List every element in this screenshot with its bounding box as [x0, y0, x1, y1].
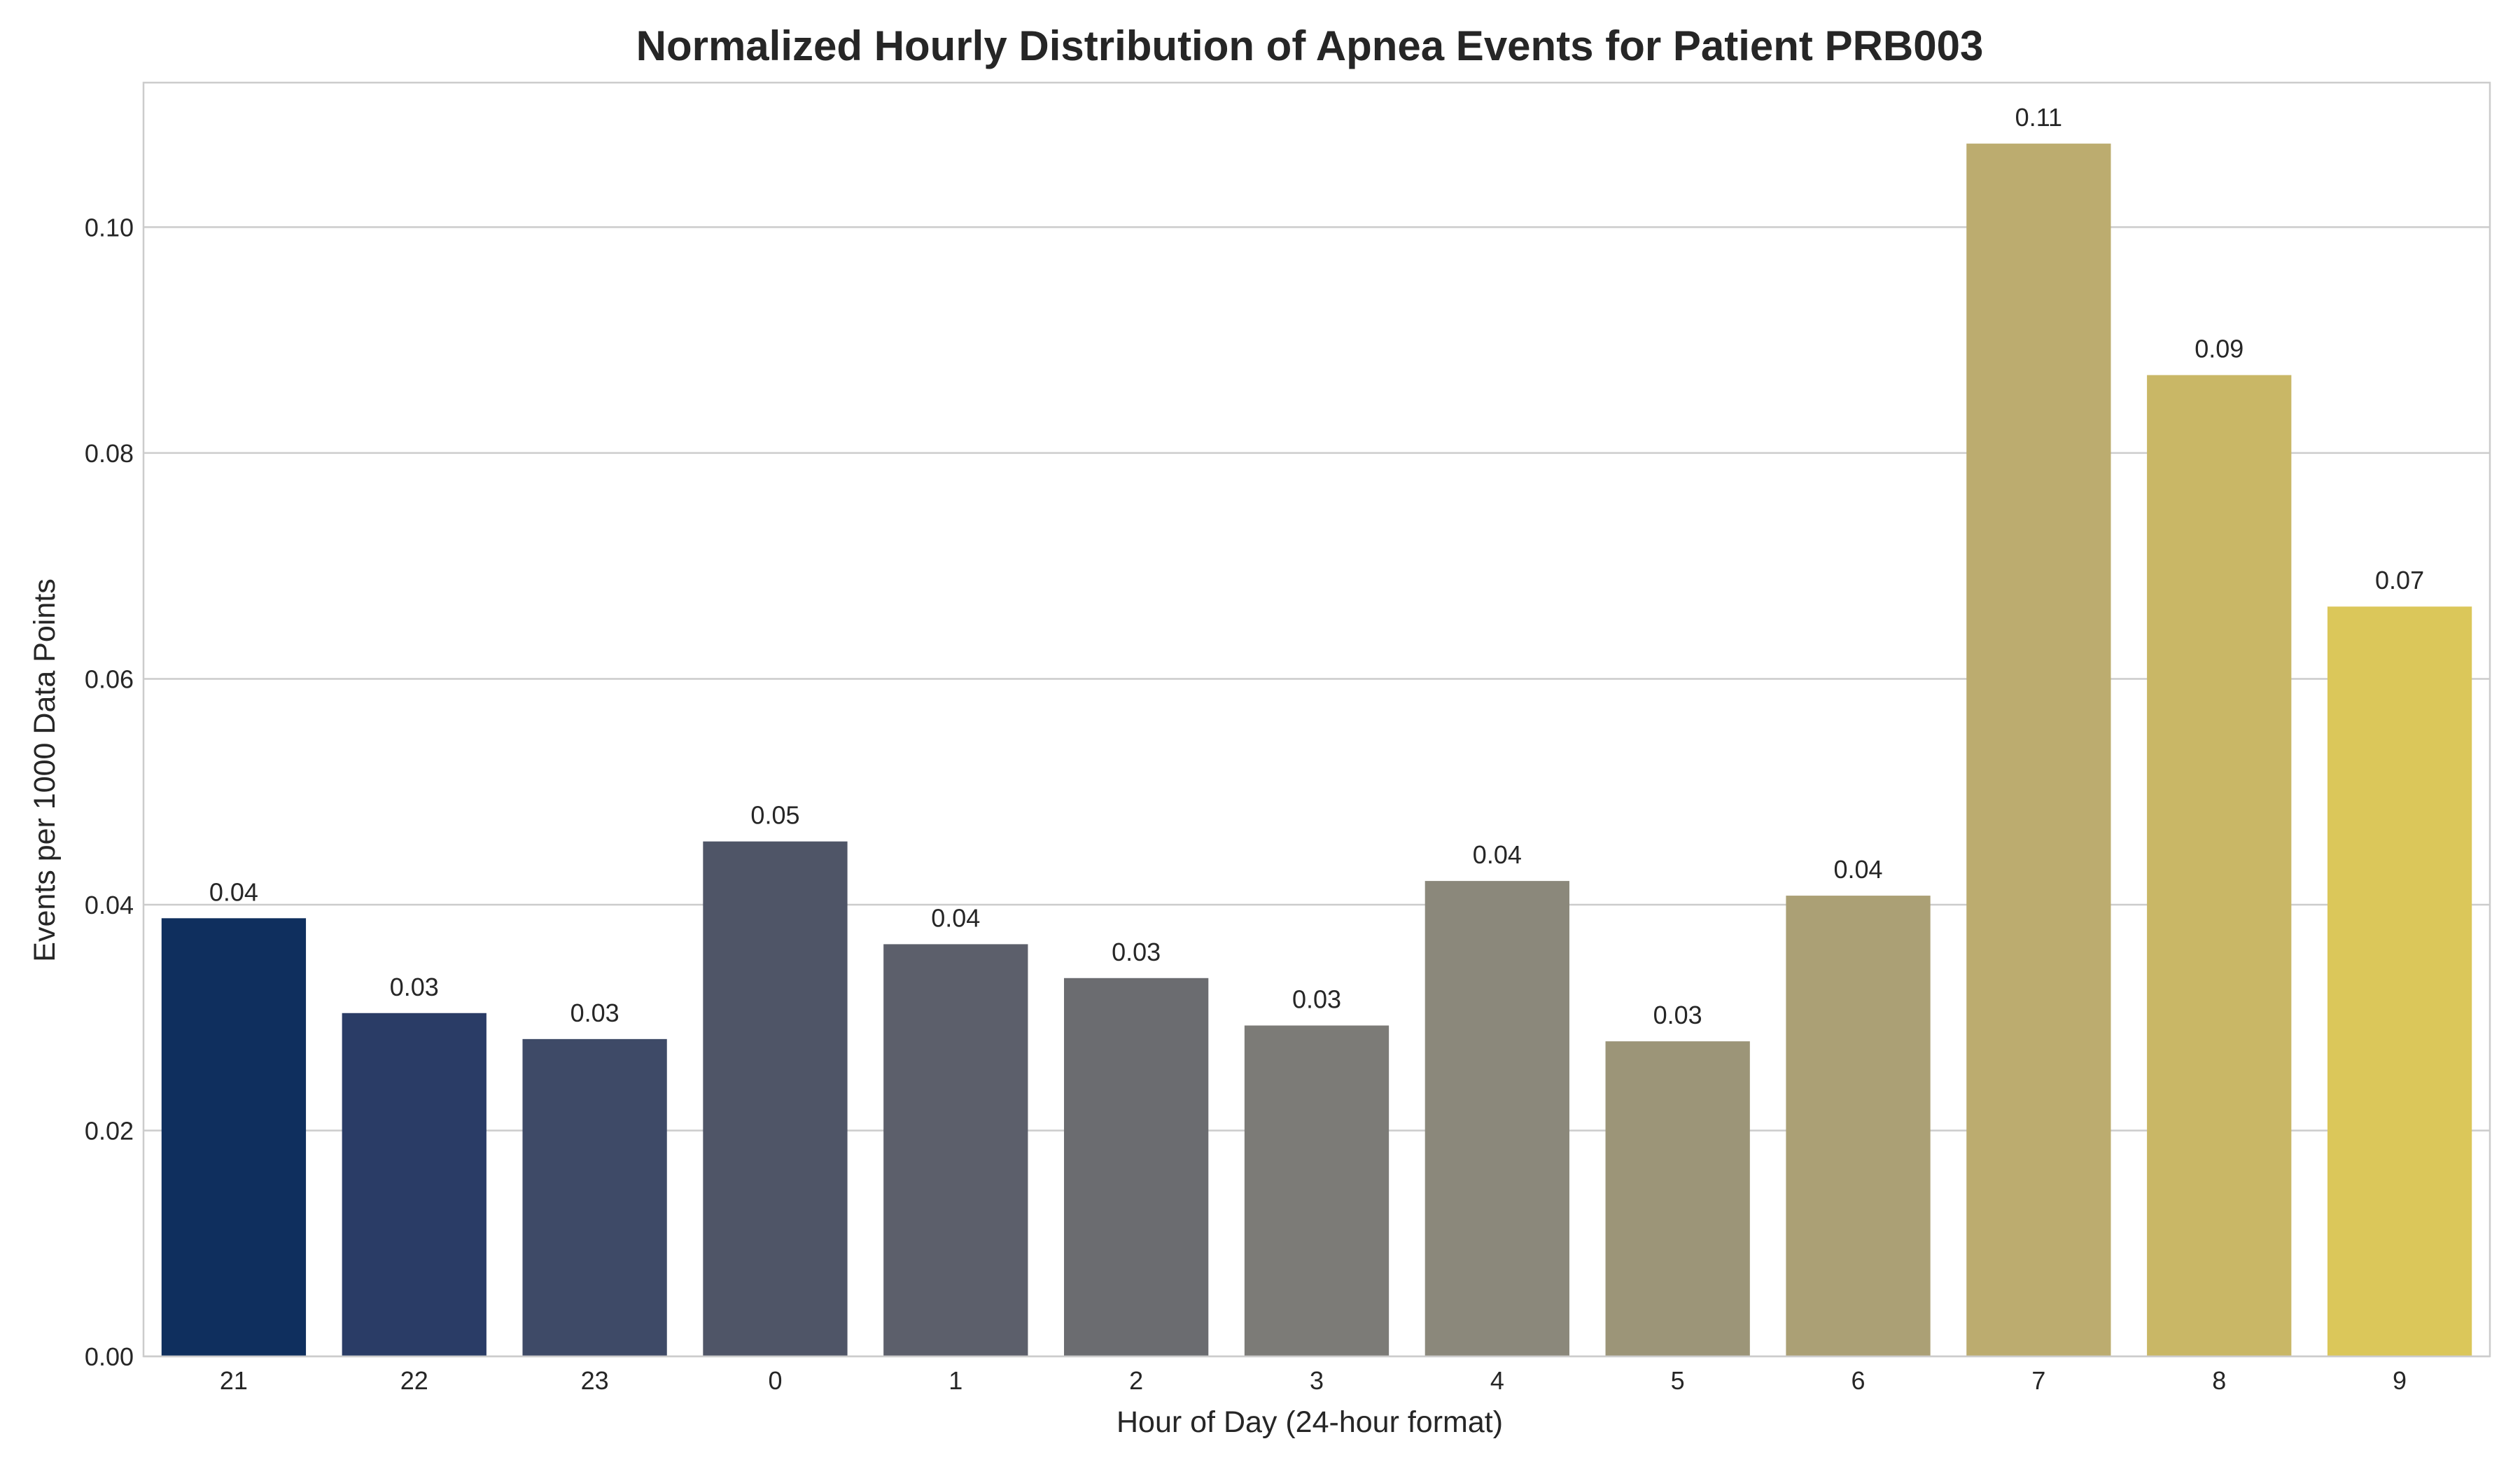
bar-hour-8: [2147, 375, 2292, 1357]
data-labels: 0.04 0.03 0.03 0.05 0.04 0.03 0.03 0.04 0.03 0.04…: [209, 103, 2424, 1029]
bar-hour-5: [1605, 1041, 1750, 1356]
x-tick-label: 22: [400, 1366, 428, 1395]
x-tick-label: 5: [1671, 1366, 1685, 1395]
x-tick-label: 8: [2212, 1366, 2226, 1395]
bar-hour-9: [2327, 606, 2472, 1356]
bar-hour-7: [1966, 144, 2111, 1356]
bar-value-label: 0.03: [390, 973, 439, 1001]
bar-value-label: 0.11: [2015, 103, 2062, 132]
x-tick-label: 0: [768, 1366, 782, 1395]
x-tick-label: 1: [948, 1366, 962, 1395]
bar-value-label: 0.03: [1112, 938, 1161, 966]
x-tick-label: 21: [220, 1366, 248, 1395]
bar-value-label: 0.05: [750, 801, 799, 830]
bar-hour-6: [1786, 896, 1931, 1356]
y-axis-label: Events per 1000 Data Points: [28, 578, 62, 961]
bar-value-label: 0.04: [1473, 840, 1522, 869]
y-tick-label: 0.04: [85, 891, 134, 919]
x-tick-label: 4: [1490, 1366, 1504, 1395]
x-tick-label: 3: [1310, 1366, 1324, 1395]
y-tick-label: 0.10: [85, 213, 134, 242]
bars: [161, 144, 2472, 1357]
y-tick-label: 0.08: [85, 439, 134, 468]
bar-hour-2: [1064, 978, 1209, 1356]
y-tick-label: 0.06: [85, 665, 134, 693]
x-tick-label: 6: [1851, 1366, 1865, 1395]
bar-value-label: 0.04: [1833, 855, 1882, 884]
bar-hour-4: [1424, 881, 1569, 1356]
bar-hour-1: [883, 944, 1028, 1356]
bar-hour-23: [522, 1038, 667, 1356]
bar-hour-3: [1244, 1025, 1390, 1356]
bar-value-label: 0.03: [570, 999, 620, 1027]
bar-value-label: 0.03: [1292, 985, 1341, 1014]
y-tick-label: 0.00: [85, 1342, 134, 1371]
bar-hour-22: [342, 1013, 486, 1356]
x-axis-label: Hour of Day (24-hour format): [1116, 1405, 1503, 1439]
x-tick-label: 2: [1129, 1366, 1143, 1395]
y-tick-label: 0.02: [85, 1116, 134, 1145]
chart-title: Normalized Hourly Distribution of Apnea …: [636, 22, 1984, 69]
plot-frame: [142, 81, 2491, 1358]
x-tick-label: 7: [2031, 1366, 2045, 1395]
bar-value-label: 0.07: [2375, 566, 2424, 595]
bar-value-label: 0.03: [1653, 1001, 1702, 1029]
x-tick-label: 9: [2393, 1366, 2407, 1395]
bar-value-label: 0.09: [2194, 335, 2244, 363]
x-tick-label: 23: [581, 1366, 609, 1395]
bar-hour-0: [703, 841, 848, 1356]
bar-value-label: 0.04: [209, 877, 258, 906]
bar-value-label: 0.04: [931, 903, 980, 932]
bar-hour-21: [161, 918, 307, 1356]
